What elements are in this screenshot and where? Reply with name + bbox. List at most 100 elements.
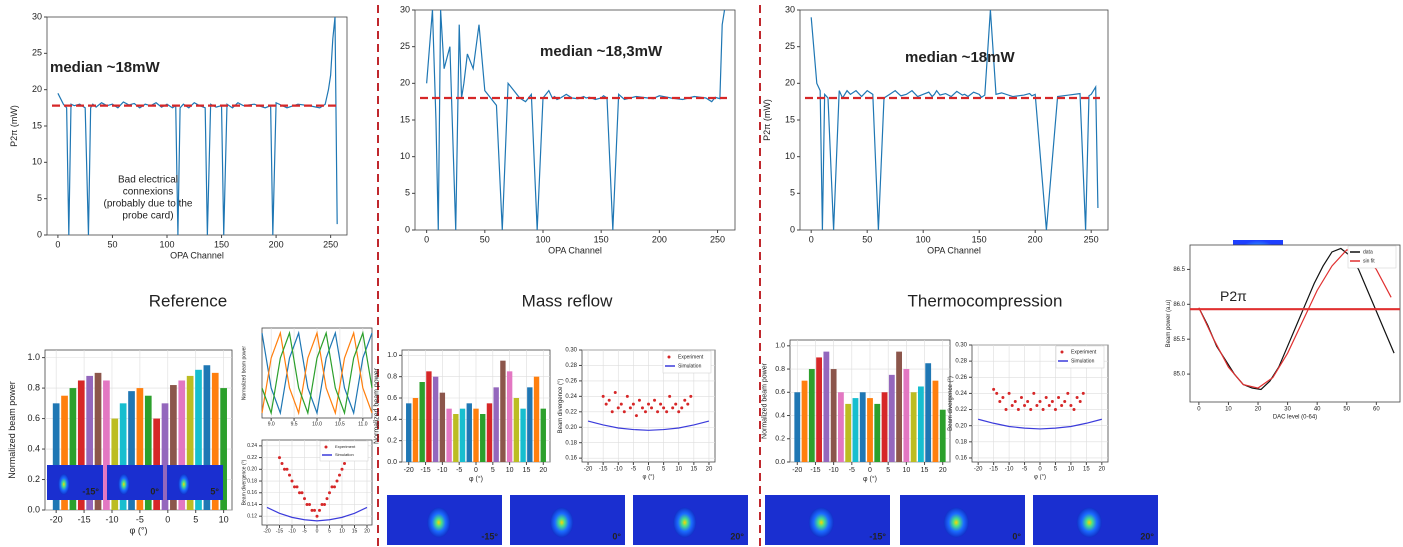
x-tick-label: -20	[404, 467, 414, 474]
x-tick-label: 10	[1225, 407, 1232, 413]
x-tick-label: -20	[974, 467, 983, 473]
x-tick-label: 20	[1098, 467, 1105, 473]
y-axis-label: Normalized beam power	[374, 367, 381, 444]
bar	[103, 380, 110, 510]
point	[290, 479, 294, 483]
bar	[918, 386, 924, 462]
bar	[153, 418, 160, 510]
y-tick-label: 5	[405, 188, 410, 198]
bar	[220, 388, 227, 510]
annotation: median ~18mW	[905, 49, 1015, 66]
x-tick-label: 0	[809, 234, 814, 244]
point	[656, 410, 660, 414]
bar	[446, 408, 452, 462]
note: (probably due to the	[104, 199, 193, 210]
point	[634, 414, 638, 418]
y-tick-label: 0.28	[565, 363, 577, 369]
point	[643, 410, 647, 414]
bar	[830, 369, 837, 462]
y-tick-label: 0.6	[775, 389, 785, 396]
point	[610, 410, 614, 414]
line	[261, 330, 373, 416]
x-tick-label: 250	[323, 239, 338, 249]
point	[333, 485, 336, 489]
plot-area	[799, 9, 1109, 231]
x-axis-label: OPA Channel	[548, 245, 602, 255]
line	[587, 420, 710, 431]
y-tick-label: 0.4	[27, 443, 40, 453]
point	[278, 456, 281, 460]
bar	[77, 380, 85, 510]
y-tick-label: 0.22	[247, 455, 257, 461]
point	[1001, 395, 1005, 399]
beam-image	[167, 465, 223, 500]
point	[305, 502, 309, 506]
x-tick-label: 15	[690, 467, 697, 473]
y-tick-label: 0	[405, 224, 410, 234]
beam-spot	[943, 507, 969, 538]
x-tick-label: 200	[652, 234, 667, 244]
bar	[69, 388, 77, 510]
point	[285, 467, 289, 471]
beam-spot	[1076, 507, 1102, 538]
legend-label: Simulation	[1071, 358, 1095, 364]
x-tick-label: 50	[862, 234, 872, 244]
y-tick-label: 1.0	[387, 352, 397, 359]
y-tick-label: 0.0	[387, 459, 397, 466]
y-axis-label: Beam divergence (°)	[241, 459, 247, 505]
point	[1026, 399, 1030, 403]
y-tick-label: 15	[400, 114, 410, 124]
line	[261, 330, 373, 416]
x-tick-label: -10	[1005, 467, 1014, 473]
bar	[910, 392, 917, 462]
bar	[874, 403, 881, 462]
chart-title: Mass reflow	[522, 291, 613, 310]
x-tick-label: 20	[939, 467, 947, 474]
x-tick-label: 15	[921, 467, 929, 474]
x-tick-label: 15	[352, 528, 358, 534]
image-label: 20°	[730, 531, 744, 541]
bar	[406, 403, 412, 462]
point	[637, 398, 641, 402]
point	[1038, 399, 1042, 403]
y-tick-label: 25	[785, 41, 795, 51]
x-tick-label: 250	[710, 234, 725, 244]
point	[1010, 404, 1014, 408]
x-tick-label: 250	[1084, 234, 1099, 244]
y-tick-label: 0.8	[387, 374, 397, 381]
x-tick-label: -15	[420, 467, 430, 474]
y-tick-label: 10	[785, 151, 795, 161]
point	[680, 406, 684, 410]
bar	[419, 382, 425, 462]
line	[266, 506, 368, 522]
x-tick-label: 10	[506, 467, 514, 474]
point	[1035, 404, 1039, 408]
legend-swatch	[667, 355, 671, 359]
x-tick-label: 100	[535, 234, 550, 244]
point	[325, 497, 329, 501]
bar	[801, 380, 808, 462]
bar	[881, 392, 888, 462]
image-label: -15°	[481, 531, 498, 541]
x-tick-label: 0	[647, 467, 651, 473]
y-tick-label: 0.6	[27, 413, 40, 423]
bar	[466, 403, 472, 462]
point	[320, 502, 324, 506]
x-tick-label: 20	[706, 467, 713, 473]
x-tick-label: -20	[263, 528, 270, 534]
y-axis-label: Beam divergence (°)	[948, 376, 954, 431]
y-tick-label: 0.0	[775, 459, 785, 466]
y-tick-label: 5	[37, 193, 42, 203]
x-tick-label: 50	[480, 234, 490, 244]
point	[340, 467, 344, 471]
bar	[161, 403, 169, 510]
legend-label: Experiment	[335, 444, 356, 449]
bar	[119, 403, 127, 510]
bar	[845, 403, 852, 462]
bar	[426, 371, 432, 462]
x-tick-label: -15	[810, 467, 820, 474]
x-tick-label: 5	[1054, 467, 1058, 473]
legend-swatch	[1060, 350, 1064, 354]
annotation: median ~18mW	[50, 59, 160, 76]
bar	[61, 395, 68, 510]
